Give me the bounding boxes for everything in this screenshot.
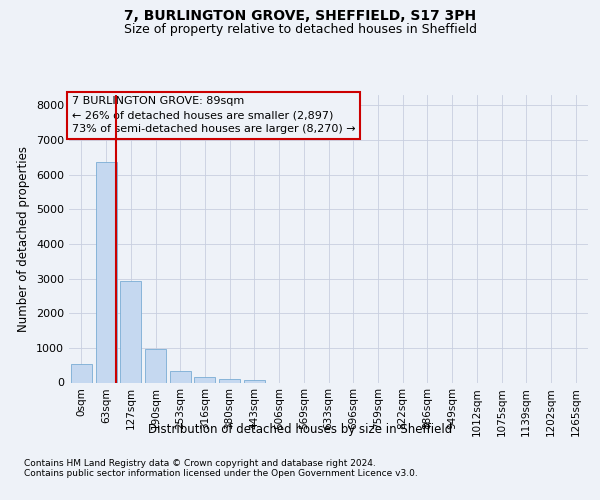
Bar: [120, 281, 141, 382]
Bar: [170, 370, 191, 382]
Text: 7 BURLINGTON GROVE: 89sqm
← 26% of detached houses are smaller (2,897)
73% of se: 7 BURLINGTON GROVE: 89sqm ← 26% of detac…: [71, 96, 355, 134]
Bar: [194, 377, 215, 382]
Text: Size of property relative to detached houses in Sheffield: Size of property relative to detached ho…: [124, 22, 476, 36]
Text: Distribution of detached houses by size in Sheffield: Distribution of detached houses by size …: [148, 422, 452, 436]
Bar: [219, 378, 240, 382]
Bar: [71, 364, 92, 382]
Bar: [95, 162, 116, 382]
Text: Contains HM Land Registry data © Crown copyright and database right 2024.: Contains HM Land Registry data © Crown c…: [24, 458, 376, 468]
Bar: [244, 380, 265, 382]
Bar: [145, 349, 166, 382]
Y-axis label: Number of detached properties: Number of detached properties: [17, 146, 31, 332]
Text: Contains public sector information licensed under the Open Government Licence v3: Contains public sector information licen…: [24, 468, 418, 477]
Text: 7, BURLINGTON GROVE, SHEFFIELD, S17 3PH: 7, BURLINGTON GROVE, SHEFFIELD, S17 3PH: [124, 9, 476, 23]
